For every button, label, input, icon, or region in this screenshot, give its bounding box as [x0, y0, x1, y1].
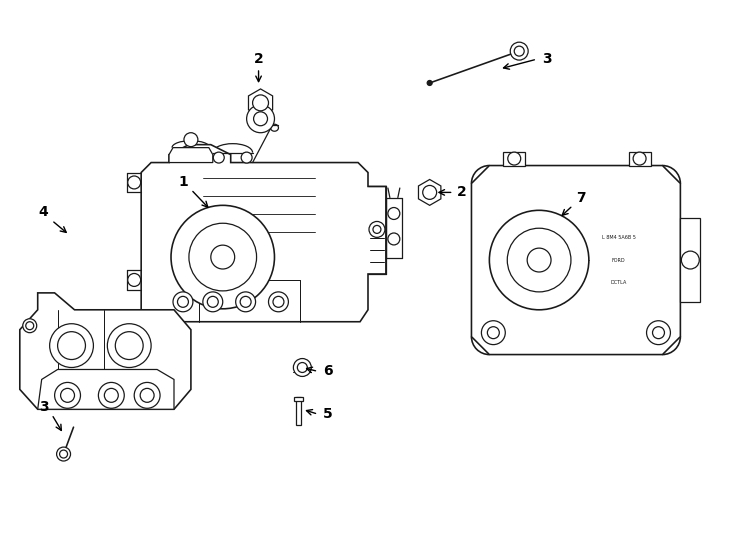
Circle shape	[482, 321, 505, 345]
Circle shape	[240, 296, 251, 307]
Polygon shape	[249, 89, 272, 117]
Circle shape	[23, 319, 37, 333]
Circle shape	[273, 296, 284, 307]
Circle shape	[369, 221, 385, 238]
Circle shape	[297, 362, 308, 373]
Circle shape	[252, 95, 269, 111]
Circle shape	[115, 332, 143, 360]
Text: 5: 5	[323, 407, 333, 421]
Circle shape	[207, 296, 218, 307]
Text: 3: 3	[542, 52, 552, 66]
Polygon shape	[471, 166, 680, 355]
Bar	[294, 397, 303, 401]
Circle shape	[50, 323, 93, 368]
Circle shape	[427, 80, 432, 85]
Circle shape	[247, 105, 275, 133]
Circle shape	[253, 112, 267, 126]
Circle shape	[107, 323, 151, 368]
Circle shape	[681, 251, 700, 269]
Circle shape	[388, 207, 400, 219]
Circle shape	[269, 292, 288, 312]
Circle shape	[184, 133, 198, 147]
Polygon shape	[418, 179, 441, 205]
Polygon shape	[504, 152, 526, 166]
Text: 4: 4	[39, 205, 48, 219]
Circle shape	[128, 176, 141, 189]
Circle shape	[423, 185, 437, 199]
Circle shape	[203, 292, 222, 312]
Circle shape	[241, 152, 252, 163]
Circle shape	[173, 292, 193, 312]
Circle shape	[236, 292, 255, 312]
Bar	[296, 397, 301, 425]
Text: 7: 7	[576, 191, 586, 205]
Text: 2: 2	[254, 52, 264, 66]
Circle shape	[487, 327, 499, 339]
Polygon shape	[141, 145, 386, 322]
Circle shape	[214, 152, 225, 163]
Circle shape	[373, 225, 381, 233]
Circle shape	[104, 388, 118, 402]
Text: FORD: FORD	[612, 258, 625, 262]
Text: 3: 3	[39, 400, 48, 414]
Circle shape	[57, 332, 85, 360]
Circle shape	[59, 450, 68, 458]
Circle shape	[178, 296, 189, 307]
Circle shape	[515, 46, 524, 56]
Text: DCTLA: DCTLA	[611, 280, 627, 285]
Circle shape	[510, 42, 528, 60]
Text: 1: 1	[178, 176, 188, 190]
Circle shape	[527, 248, 551, 272]
Polygon shape	[628, 152, 650, 166]
Circle shape	[507, 228, 571, 292]
Circle shape	[54, 382, 81, 408]
Circle shape	[26, 322, 34, 330]
Circle shape	[134, 382, 160, 408]
Polygon shape	[680, 219, 700, 302]
Circle shape	[57, 447, 70, 461]
Circle shape	[211, 245, 235, 269]
Circle shape	[128, 273, 141, 286]
Circle shape	[653, 327, 664, 339]
Circle shape	[647, 321, 670, 345]
Circle shape	[171, 205, 275, 309]
Text: 2: 2	[457, 185, 466, 199]
Polygon shape	[169, 147, 213, 163]
Circle shape	[633, 152, 646, 165]
Circle shape	[61, 388, 75, 402]
Text: L 8M4 5A6B 5: L 8M4 5A6B 5	[602, 235, 636, 240]
Text: 6: 6	[324, 364, 333, 379]
Polygon shape	[37, 369, 174, 409]
Polygon shape	[20, 293, 191, 409]
Circle shape	[294, 359, 311, 376]
Circle shape	[189, 223, 257, 291]
Circle shape	[388, 233, 400, 245]
Circle shape	[490, 210, 589, 310]
Circle shape	[508, 152, 520, 165]
Circle shape	[98, 382, 124, 408]
Circle shape	[140, 388, 154, 402]
